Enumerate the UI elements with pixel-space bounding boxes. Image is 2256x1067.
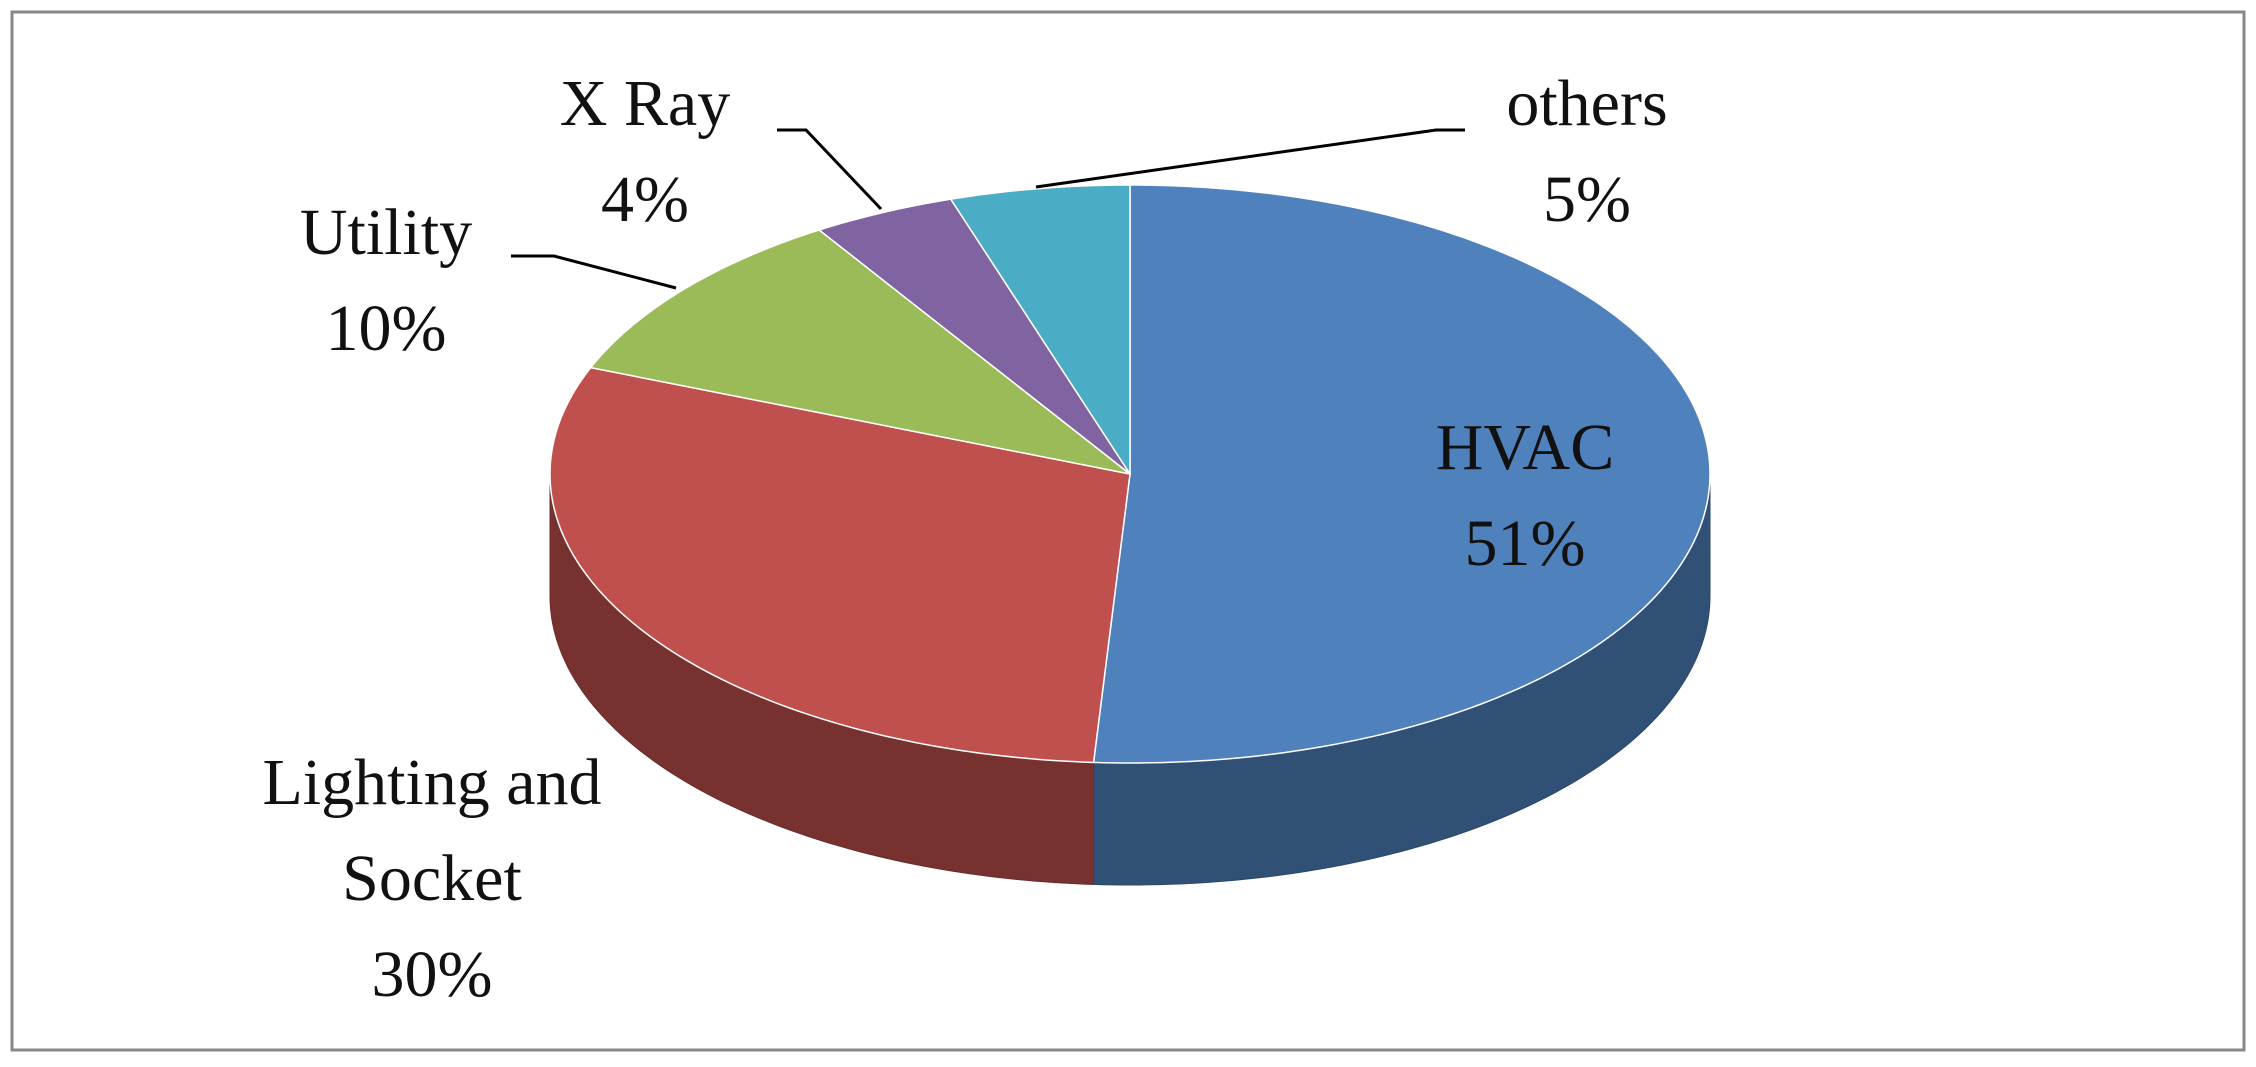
leader-line xyxy=(511,254,677,290)
slice-label: HVAC 51% xyxy=(1375,400,1675,592)
category-name: others xyxy=(1506,67,1668,140)
category-name: HVAC xyxy=(1435,411,1615,484)
slice xyxy=(549,366,1131,764)
value-label: 5% xyxy=(1543,163,1631,236)
leader-line xyxy=(1035,128,1465,189)
slice xyxy=(589,229,1131,475)
category-name: Lighting and Socket xyxy=(262,746,602,915)
slice xyxy=(817,198,1131,475)
slice-label: others 5% xyxy=(1457,56,1717,248)
slice-label: Utility 10% xyxy=(256,185,516,377)
slice xyxy=(949,184,1131,477)
value-label: 4% xyxy=(601,163,689,236)
value-label: 51% xyxy=(1464,507,1586,580)
slice-label: Lighting and Socket 30% xyxy=(232,735,632,1023)
slice-label: X Ray 4% xyxy=(515,56,775,248)
leader-line xyxy=(777,128,883,211)
slice xyxy=(1092,184,1711,764)
value-label: 10% xyxy=(325,292,447,365)
pie xyxy=(549,184,1711,886)
value-label: 30% xyxy=(371,938,493,1011)
category-name: Utility xyxy=(299,196,473,269)
category-name: X Ray xyxy=(559,67,731,140)
